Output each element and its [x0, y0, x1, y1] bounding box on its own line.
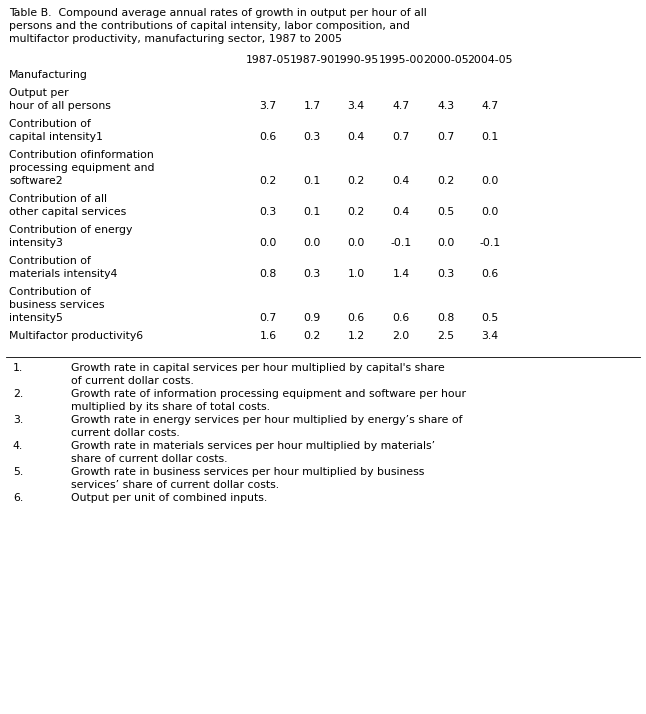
Text: 2.5: 2.5: [437, 331, 454, 341]
Text: 0.0: 0.0: [260, 238, 276, 248]
Text: 0.2: 0.2: [304, 331, 320, 341]
Text: 1.0: 1.0: [348, 269, 364, 279]
Text: 0.1: 0.1: [304, 176, 320, 186]
Text: 0.4: 0.4: [348, 132, 364, 142]
Text: other capital services: other capital services: [9, 207, 127, 217]
Text: 3.4: 3.4: [348, 101, 364, 111]
Text: 0.3: 0.3: [260, 207, 276, 217]
Text: 1.2: 1.2: [348, 331, 364, 341]
Text: Growth rate in materials services per hour multiplied by materials’: Growth rate in materials services per ho…: [71, 441, 435, 451]
Text: 0.2: 0.2: [348, 176, 364, 186]
Text: 4.: 4.: [13, 441, 23, 451]
Text: 3.4: 3.4: [481, 331, 498, 341]
Text: 0.6: 0.6: [348, 313, 364, 323]
Text: 2000-05: 2000-05: [423, 56, 468, 66]
Text: intensity5: intensity5: [9, 313, 63, 323]
Text: Output per unit of combined inputs.: Output per unit of combined inputs.: [71, 493, 267, 503]
Text: 0.5: 0.5: [481, 313, 498, 323]
Text: Output per: Output per: [9, 89, 68, 99]
Text: 0.2: 0.2: [437, 176, 454, 186]
Text: 0.8: 0.8: [260, 269, 276, 279]
Text: 1987-90: 1987-90: [289, 56, 335, 66]
Text: 0.4: 0.4: [393, 207, 410, 217]
Text: 0.1: 0.1: [481, 132, 498, 142]
Text: 0.8: 0.8: [437, 313, 454, 323]
Text: intensity3: intensity3: [9, 238, 63, 248]
Text: 0.4: 0.4: [393, 176, 410, 186]
Text: 4.7: 4.7: [481, 101, 498, 111]
Text: 2.0: 2.0: [393, 331, 410, 341]
Text: 3.7: 3.7: [260, 101, 276, 111]
Text: of current dollar costs.: of current dollar costs.: [71, 376, 194, 386]
Text: multiplied by its share of total costs.: multiplied by its share of total costs.: [71, 401, 270, 411]
Text: persons and the contributions of capital intensity, labor composition, and: persons and the contributions of capital…: [9, 21, 410, 31]
Text: 4.7: 4.7: [393, 101, 410, 111]
Text: Growth rate in business services per hour multiplied by business: Growth rate in business services per hou…: [71, 467, 424, 477]
Text: current dollar costs.: current dollar costs.: [71, 428, 180, 438]
Text: Growth rate in energy services per hour multiplied by energy’s share of: Growth rate in energy services per hour …: [71, 415, 463, 425]
Text: 0.0: 0.0: [437, 238, 454, 248]
Text: 0.9: 0.9: [304, 313, 320, 323]
Text: 4.3: 4.3: [437, 101, 454, 111]
Text: share of current dollar costs.: share of current dollar costs.: [71, 453, 227, 463]
Text: Contribution of: Contribution of: [9, 287, 91, 297]
Text: 0.3: 0.3: [437, 269, 454, 279]
Text: 0.0: 0.0: [348, 238, 364, 248]
Text: Contribution of all: Contribution of all: [9, 194, 107, 204]
Text: 1987-05: 1987-05: [245, 56, 291, 66]
Text: 5.: 5.: [13, 467, 23, 477]
Text: 2.: 2.: [13, 388, 23, 398]
Text: capital intensity1: capital intensity1: [9, 132, 103, 142]
Text: hour of all persons: hour of all persons: [9, 101, 111, 111]
Text: 0.1: 0.1: [304, 207, 320, 217]
Text: Multifactor productivity6: Multifactor productivity6: [9, 331, 143, 341]
Text: 2004-05: 2004-05: [467, 56, 512, 66]
Text: Contribution ofinformation: Contribution ofinformation: [9, 150, 154, 160]
Text: Contribution of: Contribution of: [9, 119, 91, 129]
Text: 1.: 1.: [13, 363, 23, 373]
Text: 3.: 3.: [13, 415, 23, 425]
Text: 0.7: 0.7: [437, 132, 454, 142]
Text: Growth rate of information processing equipment and software per hour: Growth rate of information processing eq…: [71, 388, 466, 398]
Text: 1995-00: 1995-00: [379, 56, 424, 66]
Text: software2: software2: [9, 176, 63, 186]
Text: Table B.  Compound average annual rates of growth in output per hour of all: Table B. Compound average annual rates o…: [9, 8, 427, 18]
Text: 0.0: 0.0: [304, 238, 320, 248]
Text: 1.7: 1.7: [304, 101, 320, 111]
Text: Growth rate in capital services per hour multiplied by capital's share: Growth rate in capital services per hour…: [71, 363, 445, 373]
Text: 0.7: 0.7: [393, 132, 410, 142]
Text: 1990-95: 1990-95: [333, 56, 379, 66]
Text: materials intensity4: materials intensity4: [9, 269, 118, 279]
Text: -0.1: -0.1: [391, 238, 412, 248]
Text: business services: business services: [9, 300, 105, 310]
Text: 0.6: 0.6: [260, 132, 276, 142]
Text: 0.2: 0.2: [348, 207, 364, 217]
Text: 0.0: 0.0: [481, 207, 498, 217]
Text: 0.0: 0.0: [481, 176, 498, 186]
Text: 1.6: 1.6: [260, 331, 276, 341]
Text: -0.1: -0.1: [479, 238, 500, 248]
Text: 0.7: 0.7: [260, 313, 276, 323]
Text: processing equipment and: processing equipment and: [9, 164, 154, 174]
Text: 0.3: 0.3: [304, 132, 320, 142]
Text: 1.4: 1.4: [393, 269, 410, 279]
Text: multifactor productivity, manufacturing sector, 1987 to 2005: multifactor productivity, manufacturing …: [9, 34, 342, 44]
Text: 0.6: 0.6: [393, 313, 410, 323]
Text: 0.2: 0.2: [260, 176, 276, 186]
Text: Contribution of energy: Contribution of energy: [9, 225, 132, 235]
Text: Contribution of: Contribution of: [9, 256, 91, 266]
Text: Manufacturing: Manufacturing: [9, 71, 88, 81]
Text: 6.: 6.: [13, 493, 23, 503]
Text: 0.3: 0.3: [304, 269, 320, 279]
Text: 0.5: 0.5: [437, 207, 454, 217]
Text: services’ share of current dollar costs.: services’ share of current dollar costs.: [71, 480, 279, 490]
Text: 0.6: 0.6: [481, 269, 498, 279]
